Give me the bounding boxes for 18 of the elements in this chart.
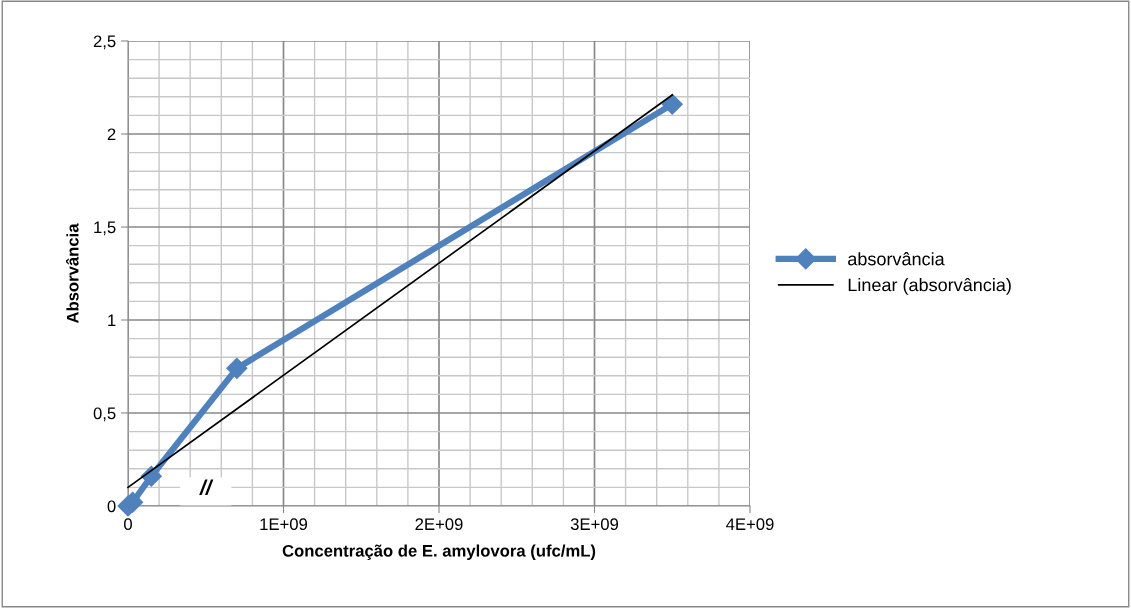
y-tick-label: 2 xyxy=(107,128,116,141)
annotation: // xyxy=(199,479,214,496)
point xyxy=(661,93,683,115)
x-tick-label: 4E+09 xyxy=(726,518,774,531)
y-tick-label: 0,5 xyxy=(93,407,116,422)
x-tick-label: 2E+09 xyxy=(415,518,463,531)
x-tick-label: 0 xyxy=(124,518,132,531)
x-tick-label: 1E+09 xyxy=(260,518,308,531)
y-axis-title: Absorvância xyxy=(66,223,79,324)
y-tick-label: 1 xyxy=(108,314,116,327)
x-tick-label: 3E+09 xyxy=(570,518,619,531)
y-tick-label: 0 xyxy=(107,500,116,513)
y-tick-label: 2,5 xyxy=(93,35,116,50)
y-tick-label: 1,5 xyxy=(94,221,116,236)
point xyxy=(226,357,248,379)
x-axis-title: Concentração de E. amylovora (ufc/mL) xyxy=(282,544,596,560)
legend-label: absorvância xyxy=(848,252,945,266)
legend-label: Linear (absorvância) xyxy=(848,277,1011,295)
